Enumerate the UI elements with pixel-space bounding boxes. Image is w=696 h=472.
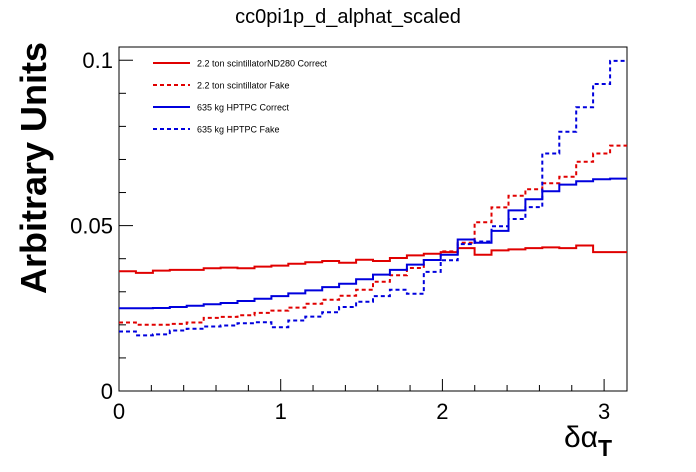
- y-tick-label: 0.1: [82, 48, 113, 73]
- y-axis-label: Arbitrary Units: [13, 42, 54, 294]
- x-axis-label-main: δα: [564, 421, 598, 454]
- legend-entry-label: 635 kg HPTPC Fake: [197, 125, 280, 135]
- series-line: [119, 244, 627, 274]
- legend-entry-label: 635 kg HPTPC Correct: [197, 103, 290, 113]
- x-axis-label-subscript: T: [598, 435, 612, 461]
- chart-title: cc0pi1p_d_alphat_scaled: [235, 6, 461, 28]
- legend: 2.2 ton scintillatorND280 Correct 2.2 ton…: [153, 59, 328, 135]
- axes: 0 1 2 3 0 0.05 0.1: [70, 46, 628, 424]
- plot-frame: [118, 46, 628, 392]
- x-tick-label: 1: [275, 399, 287, 424]
- x-tick-label: 0: [113, 399, 125, 424]
- series-line: [119, 177, 627, 310]
- legend-entry-label: 2.2 ton scintillator Fake: [197, 81, 290, 91]
- y-tick-label: 0.05: [70, 214, 113, 239]
- legend-entry-label: 2.2 ton scintillatorND280 Correct: [197, 59, 328, 69]
- series-line: [119, 59, 627, 337]
- x-axis-label: δαT: [564, 421, 612, 461]
- series-line: [119, 144, 627, 326]
- x-tick-label: 2: [436, 399, 448, 424]
- series-layer: [119, 59, 627, 337]
- y-tick-label: 0: [101, 379, 113, 404]
- x-tick-label: 3: [598, 399, 610, 424]
